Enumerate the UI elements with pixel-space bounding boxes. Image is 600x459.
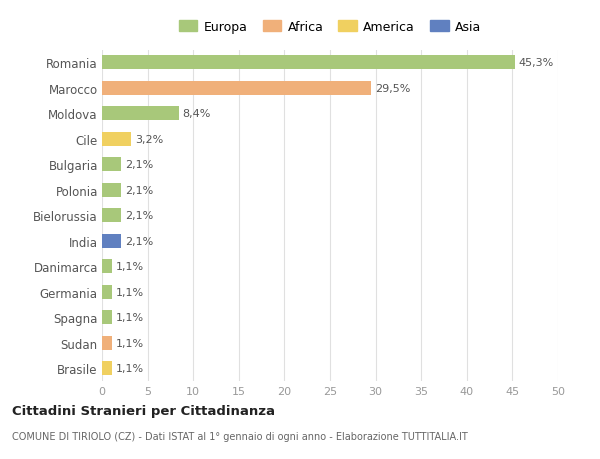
Bar [102,260,112,274]
Bar [102,158,121,172]
Text: 3,2%: 3,2% [135,134,163,145]
Bar [102,361,112,375]
Text: 2,1%: 2,1% [125,236,153,246]
Bar [102,107,179,121]
Text: 8,4%: 8,4% [182,109,211,119]
Bar [102,183,121,197]
Text: Cittadini Stranieri per Cittadinanza: Cittadini Stranieri per Cittadinanza [12,404,275,417]
Text: 1,1%: 1,1% [116,313,144,322]
Bar [102,336,112,350]
Bar [102,133,131,146]
Text: 1,1%: 1,1% [116,287,144,297]
Text: COMUNE DI TIRIOLO (CZ) - Dati ISTAT al 1° gennaio di ogni anno - Elaborazione TU: COMUNE DI TIRIOLO (CZ) - Dati ISTAT al 1… [12,431,468,442]
Bar [102,82,371,95]
Text: 2,1%: 2,1% [125,160,153,170]
Text: 45,3%: 45,3% [519,58,554,68]
Bar [102,285,112,299]
Bar [102,209,121,223]
Text: 1,1%: 1,1% [116,338,144,348]
Text: 2,1%: 2,1% [125,211,153,221]
Text: 1,1%: 1,1% [116,262,144,272]
Text: 2,1%: 2,1% [125,185,153,195]
Text: 29,5%: 29,5% [374,84,410,94]
Text: 1,1%: 1,1% [116,363,144,373]
Bar [102,234,121,248]
Legend: Europa, Africa, America, Asia: Europa, Africa, America, Asia [175,17,485,38]
Bar [102,310,112,325]
Bar [102,56,515,70]
